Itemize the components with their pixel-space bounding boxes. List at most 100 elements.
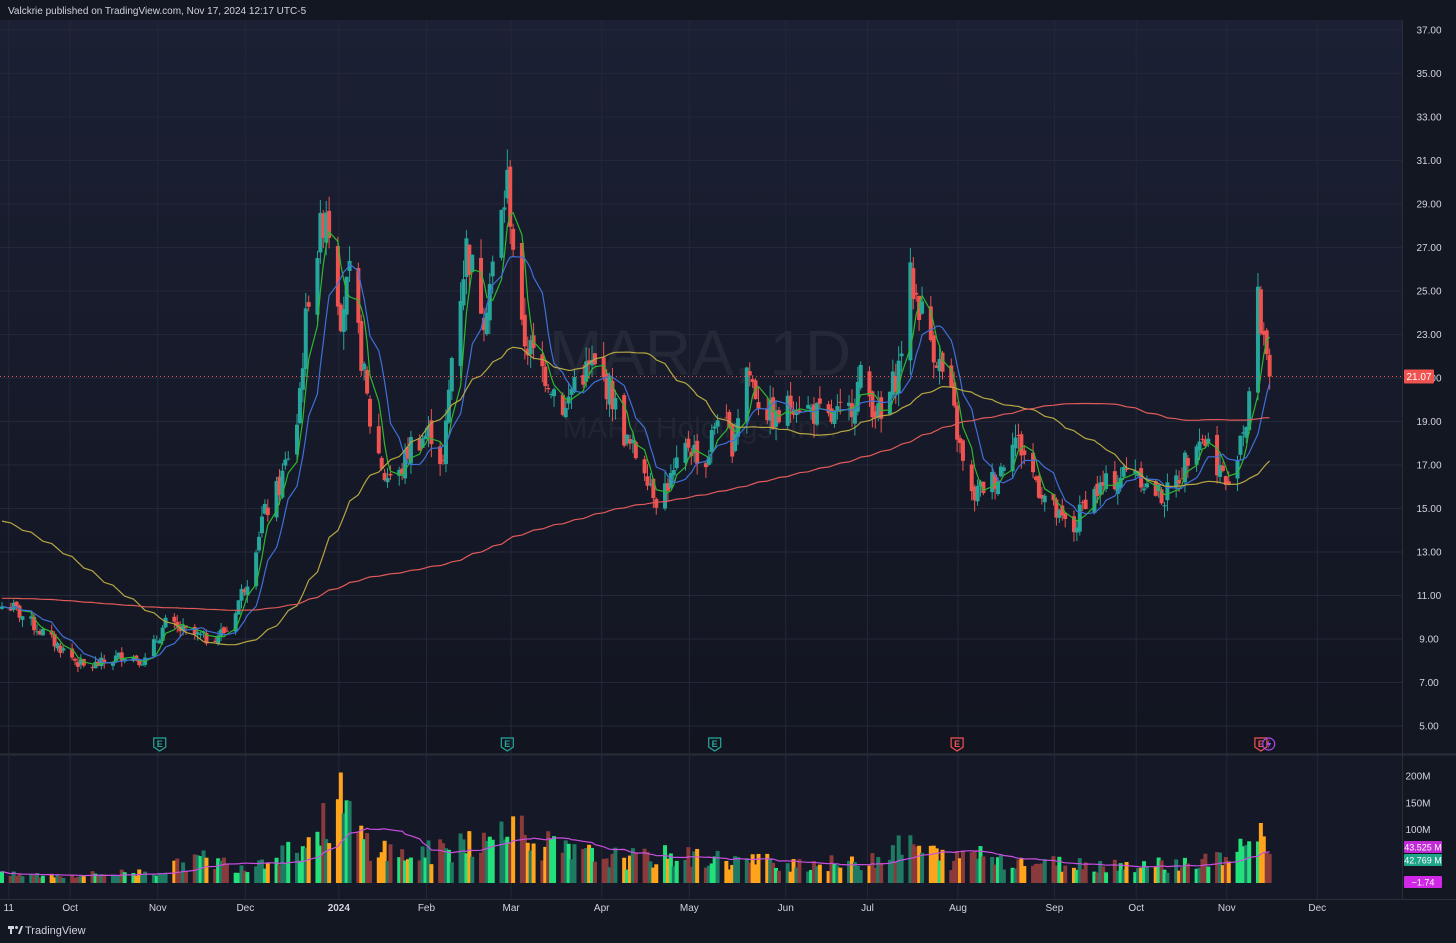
candle[interactable] <box>262 499 267 515</box>
candle[interactable] <box>949 358 954 389</box>
candle[interactable] <box>1255 273 1260 401</box>
candle[interactable] <box>449 356 454 401</box>
candle[interactable] <box>867 366 872 408</box>
candle[interactable] <box>35 624 40 636</box>
candle[interactable] <box>224 626 229 633</box>
candle[interactable] <box>543 359 548 393</box>
candle[interactable] <box>461 260 466 311</box>
candle[interactable] <box>70 643 75 661</box>
candle[interactable] <box>887 391 892 415</box>
candle[interactable] <box>695 434 700 475</box>
candle[interactable] <box>727 409 732 430</box>
candle[interactable] <box>102 654 107 669</box>
candle[interactable] <box>774 399 779 441</box>
volume-bars[interactable] <box>0 772 1272 883</box>
candle[interactable] <box>157 638 162 644</box>
candle[interactable] <box>1042 493 1047 512</box>
price-axis[interactable]: 5.00 7.00 9.00 11.00 13.00 15.00 17.00 19.00 21.… <box>1404 26 1442 733</box>
candle[interactable] <box>1057 508 1062 523</box>
candle[interactable] <box>274 476 279 522</box>
candle[interactable] <box>303 292 308 377</box>
candle[interactable] <box>835 394 840 420</box>
candle[interactable] <box>405 437 410 462</box>
candle[interactable] <box>552 387 557 407</box>
candle[interactable] <box>1153 480 1158 497</box>
candle[interactable] <box>560 392 565 417</box>
candle[interactable] <box>1063 512 1068 528</box>
candle[interactable] <box>525 336 530 365</box>
candle[interactable] <box>969 459 974 501</box>
candle[interactable] <box>1223 475 1228 491</box>
candle[interactable] <box>601 341 606 382</box>
candle[interactable] <box>297 382 302 425</box>
candle[interactable] <box>213 637 218 643</box>
candle[interactable] <box>446 379 451 424</box>
candle[interactable] <box>239 584 244 609</box>
candle[interactable] <box>388 465 393 480</box>
candle[interactable] <box>908 247 913 375</box>
candle[interactable] <box>733 423 738 453</box>
candle[interactable] <box>484 303 489 336</box>
candle[interactable] <box>55 641 60 652</box>
candle[interactable] <box>806 396 811 410</box>
candle[interactable] <box>896 346 901 407</box>
candle[interactable] <box>692 434 697 463</box>
candle[interactable] <box>890 359 895 397</box>
candle[interactable] <box>140 662 145 666</box>
candle[interactable] <box>61 646 66 654</box>
candle[interactable] <box>645 464 650 491</box>
candle[interactable] <box>204 629 209 646</box>
candle[interactable] <box>940 350 945 380</box>
candle[interactable] <box>420 433 425 449</box>
earnings-marker[interactable]: E <box>153 737 167 752</box>
candle[interactable] <box>245 579 250 603</box>
candle[interactable] <box>116 652 121 658</box>
candle[interactable] <box>1206 432 1211 448</box>
candle[interactable] <box>920 286 925 315</box>
candle[interactable] <box>1197 428 1202 461</box>
candle[interactable] <box>1217 452 1222 482</box>
candle[interactable] <box>408 430 413 474</box>
candle[interactable] <box>259 506 264 538</box>
candle[interactable] <box>858 361 863 391</box>
candle[interactable] <box>1036 474 1041 499</box>
earnings-marker[interactable]: E <box>500 737 514 752</box>
candle[interactable] <box>1142 483 1147 494</box>
candle[interactable] <box>814 402 819 427</box>
candle[interactable] <box>426 416 431 448</box>
candle[interactable] <box>511 223 516 257</box>
candle[interactable] <box>1124 457 1129 473</box>
candle[interactable] <box>397 466 402 486</box>
candle[interactable] <box>327 196 332 249</box>
candle[interactable] <box>368 395 373 434</box>
candle[interactable] <box>876 390 881 422</box>
candle[interactable] <box>490 255 495 294</box>
candle[interactable] <box>879 391 884 433</box>
candle[interactable] <box>607 372 612 418</box>
candle[interactable] <box>519 242 524 326</box>
candle[interactable] <box>934 361 939 369</box>
candle[interactable] <box>1162 501 1167 518</box>
candle[interactable] <box>981 481 986 496</box>
candle[interactable] <box>29 613 34 626</box>
candle[interactable] <box>931 331 936 379</box>
candle[interactable] <box>899 340 904 372</box>
candle[interactable] <box>1258 285 1263 336</box>
lightning-icon[interactable] <box>1262 737 1276 751</box>
candle[interactable] <box>703 460 708 478</box>
candle[interactable] <box>771 387 776 430</box>
candle[interactable] <box>321 210 326 249</box>
candle[interactable] <box>362 361 367 381</box>
candle[interactable] <box>549 391 554 399</box>
tradingview-logo-icon[interactable] <box>8 926 23 934</box>
candle[interactable] <box>154 635 159 643</box>
candle[interactable] <box>911 257 916 310</box>
candle[interactable] <box>797 396 802 415</box>
candle[interactable] <box>198 631 203 639</box>
candle[interactable] <box>1033 475 1038 483</box>
candle[interactable] <box>306 295 311 312</box>
candle[interactable] <box>236 600 241 615</box>
candle[interactable] <box>709 424 714 464</box>
candle[interactable] <box>613 389 618 420</box>
candle[interactable] <box>464 230 469 295</box>
